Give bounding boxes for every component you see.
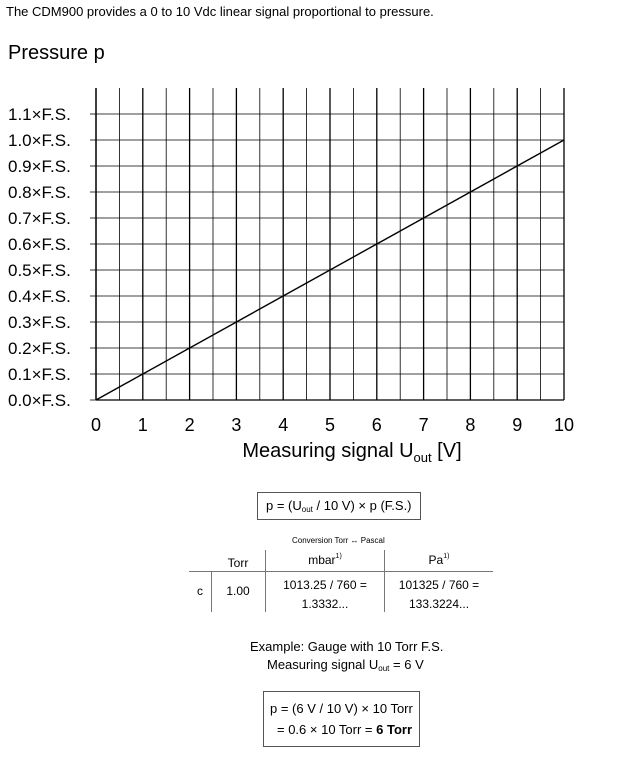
y-tick-label: 0.5×F.S.: [8, 261, 71, 280]
x-tick-label: 6: [372, 415, 382, 435]
x-tick-label: 10: [554, 415, 574, 435]
y-tick-label: 1.0×F.S.: [8, 131, 71, 150]
table-divider: [189, 571, 493, 572]
y-tick-label: 0.6×F.S.: [8, 235, 71, 254]
example-line2-suffix: = 6 V: [389, 657, 424, 672]
table-divider: [265, 550, 266, 612]
example-line2: Measuring signal Uout = 6 V: [267, 657, 424, 673]
header-pa: Pa1): [385, 553, 493, 567]
y-tick-label: 1.1×F.S.: [8, 105, 71, 124]
y-axis-title: Pressure p: [8, 42, 105, 64]
result-box: p = (6 V / 10 V) × 10 Torr = 0.6 × 10 To…: [263, 691, 420, 747]
formula-prefix: p = (U: [266, 498, 302, 513]
formula-box: p = (Uout / 10 V) × p (F.S.): [257, 492, 421, 520]
y-tick-label: 0.9×F.S.: [8, 157, 71, 176]
x-tick-label: 5: [325, 415, 335, 435]
result-line2-bold: 6 Torr: [376, 722, 413, 737]
y-tick-label: 0.3×F.S.: [8, 313, 71, 332]
y-tick-label: 0.7×F.S.: [8, 209, 71, 228]
row-label: c: [197, 584, 203, 598]
example-line1: Example: Gauge with 10 Torr F.S.: [250, 639, 444, 654]
example-line2-prefix: Measuring signal U: [267, 657, 379, 672]
x-tick-label: 8: [465, 415, 475, 435]
torr-value: 1.00: [226, 584, 250, 598]
example-line2-sub: out: [378, 664, 390, 673]
conversion-table: Torr mbar1) Pa1) c 1.00 1013.25 / 760 = …: [189, 550, 493, 614]
x-tick-label: 2: [185, 415, 195, 435]
mbar-line2: 1.3332...: [301, 597, 349, 611]
x-tick-label: 3: [231, 415, 241, 435]
series-line: [95, 139, 565, 401]
x-tick-label: 4: [278, 415, 288, 435]
header-mbar: mbar1): [266, 553, 384, 567]
pa-line1: 101325 / 760 =: [398, 578, 480, 592]
y-tick-label: 0.0×F.S.: [8, 391, 71, 410]
x-tick-label: 1: [138, 415, 148, 435]
y-tick-label: 0.4×F.S.: [8, 287, 71, 306]
x-tick-label: 7: [419, 415, 429, 435]
x-tick-label: 0: [91, 415, 101, 435]
y-tick-label: 0.8×F.S.: [8, 183, 71, 202]
x-axis-title: Measuring signal Uout [V]: [242, 440, 461, 465]
x-tick-label: 9: [512, 415, 522, 435]
table-divider: [384, 550, 385, 612]
footnote-mark: 1): [443, 553, 450, 560]
formula-sub: out: [301, 505, 313, 514]
header-torr: Torr: [227, 556, 249, 570]
table-divider: [211, 572, 212, 612]
y-tick-label: 0.2×F.S.: [8, 339, 71, 358]
result-line2: = 0.6 × 10 Torr = 6 Torr: [270, 719, 413, 740]
formula-suffix: / 10 V) × p (F.S.): [312, 498, 412, 513]
result-line2-prefix: = 0.6 × 10 Torr =: [277, 722, 377, 737]
pressure-chart: 0.0×F.S. 0.1×F.S. 0.2×F.S. 0.3×F.S. 0.4×F.S.…: [8, 88, 574, 465]
footnote-mark: 1): [335, 553, 342, 560]
intro-text: The CDM900 provides a 0 to 10 Vdc linear…: [6, 4, 434, 19]
y-tick-label: 0.1×F.S.: [8, 365, 71, 384]
header-pa-text: Pa: [428, 553, 444, 567]
result-line1: p = (6 V / 10 V) × 10 Torr: [270, 701, 413, 716]
conversion-title: Conversion Torr ↔ Pascal: [292, 536, 385, 545]
mbar-line1: 1013.25 / 760 =: [283, 578, 367, 592]
header-mbar-text: mbar: [308, 553, 336, 567]
pa-line2: 133.3224...: [408, 597, 470, 611]
